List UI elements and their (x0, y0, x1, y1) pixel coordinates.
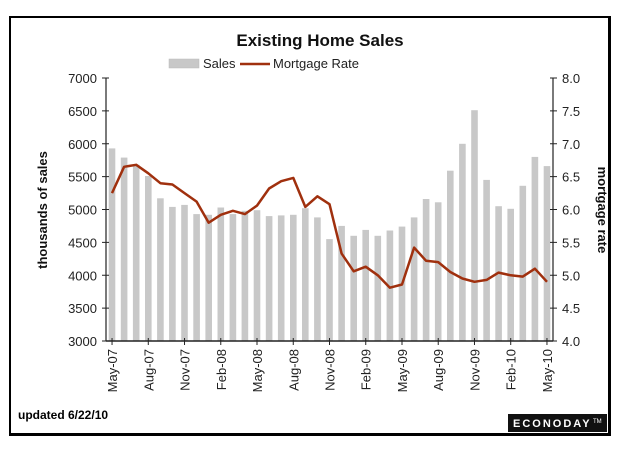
legend: Sales Mortgage Rate (168, 56, 359, 71)
bar-Sep-08 (302, 208, 309, 341)
bar-Nov-09 (471, 110, 478, 341)
updated-note: updated 6/22/10 (18, 408, 108, 422)
bar-Mar-08 (229, 214, 237, 341)
bar-Jul-09 (422, 199, 430, 341)
bar-Jan-08 (205, 214, 212, 341)
y2-tick-label: 6.0 (562, 203, 580, 218)
bar-Jun-08 (265, 216, 273, 341)
x-tick-label: Aug-08 (286, 349, 301, 391)
bar-Jul-07 (132, 164, 140, 341)
bar-May-10 (543, 166, 551, 341)
x-tick-label: Aug-09 (431, 349, 446, 391)
bar-Dec-09 (483, 179, 490, 341)
legend-label-mortgage-rate: Mortgage Rate (273, 56, 359, 71)
bars (108, 110, 551, 342)
bar-Jun-07 (120, 157, 128, 341)
bar-Sep-07 (157, 198, 164, 341)
x-tick-label: Nov-08 (323, 349, 338, 391)
bar-Oct-07 (169, 206, 176, 341)
x-tick-label: May-07 (105, 349, 120, 392)
bar-May-08 (253, 210, 261, 341)
y2-tick-label: 5.5 (562, 235, 580, 250)
x-tick-label: Feb-09 (359, 349, 374, 390)
bar-Jul-08 (277, 215, 285, 341)
bar-Jun-09 (410, 217, 418, 341)
y-tick-label: 6000 (68, 137, 97, 152)
bar-Sep-09 (447, 170, 454, 341)
bar-Aug-08 (290, 214, 297, 341)
x-tick-label: Nov-09 (468, 349, 483, 391)
bar-Oct-08 (314, 217, 321, 341)
y2-tick-label: 7.0 (562, 137, 580, 152)
bar-Apr-08 (241, 210, 249, 341)
y-tick-label: 3000 (68, 334, 97, 349)
bar-Jan-09 (350, 235, 357, 341)
bar-Oct-09 (459, 143, 466, 342)
y-tick-label: 4000 (68, 268, 97, 283)
bar-Aug-09 (434, 202, 442, 341)
y-tick-label: 6500 (68, 104, 97, 119)
y2-tick-label: 4.5 (562, 301, 580, 316)
bar-Dec-07 (193, 214, 200, 341)
bar-Nov-07 (181, 204, 188, 341)
x-tick-label: Nov-07 (178, 349, 193, 391)
bar-Feb-08 (217, 207, 225, 341)
x-tick-label: May-09 (395, 349, 410, 392)
y-tick-label: 5000 (68, 203, 97, 218)
x-tick-label: May-08 (250, 349, 265, 392)
bar-Mar-09 (374, 235, 382, 341)
chart-title: Existing Home Sales (236, 31, 403, 50)
bar-Mar-10 (519, 185, 527, 341)
bar-Aug-07 (145, 176, 152, 341)
line-layer (110, 163, 548, 289)
y2-tick-label: 7.5 (562, 104, 580, 119)
legend-label-sales: Sales (203, 56, 236, 71)
legend-swatch-sales (168, 58, 200, 69)
bar-Feb-09 (362, 229, 369, 341)
y-tick-label: 7000 (68, 71, 97, 86)
axes (102, 77, 557, 345)
bar-May-07 (108, 148, 116, 341)
y2-tick-label: 8.0 (562, 71, 580, 86)
bar-Nov-08 (326, 239, 333, 341)
econoday-logo: ECONODAY TM (508, 414, 607, 432)
tick-labels: 3000 3500 4000 4500 5000 5500 6000 6500 7000 4.0 4… (68, 71, 580, 392)
logo-text: ECONODAY (513, 418, 592, 430)
y-tick-label: 5500 (68, 170, 97, 185)
y2-tick-label: 5.0 (562, 268, 580, 283)
bar-Dec-08 (338, 225, 345, 341)
bar-Apr-09 (386, 230, 394, 341)
y2-tick-label: 4.0 (562, 334, 580, 349)
y-tick-label: 3500 (68, 301, 97, 316)
x-tick-label: Feb-08 (214, 349, 229, 390)
y-tick-label: 4500 (68, 235, 97, 250)
x-tick-label: Aug-07 (141, 349, 156, 391)
x-tick-label: Feb-10 (504, 349, 519, 390)
y-axis-label: thousands of sales (35, 151, 50, 269)
bar-Apr-10 (531, 156, 539, 341)
y2-tick-label: 6.5 (562, 170, 580, 185)
x-tick-label: May-10 (540, 349, 555, 392)
logo-trademark: TM (593, 419, 602, 425)
y2-axis-label: mortgage rate (595, 167, 610, 254)
